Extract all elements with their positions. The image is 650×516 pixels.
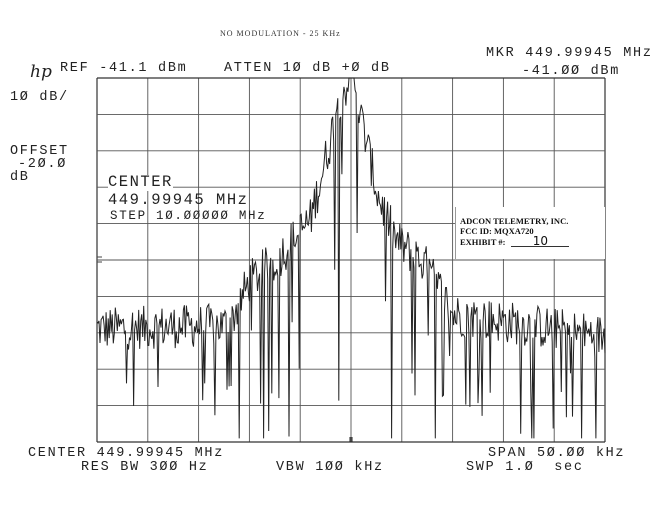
exhibit-number: 10 — [511, 235, 570, 247]
plot-title: NO MODULATION - 25 KHz — [220, 29, 341, 38]
hp-logo: hp — [30, 62, 52, 82]
offset-value: -2Ø.Ø — [18, 157, 68, 172]
exhibit-number-label: EXHIBIT #: — [460, 237, 506, 247]
scale-per-division: 1Ø dB/ — [10, 90, 69, 105]
footer-res-bw: RES BW 3ØØ Hz — [81, 460, 209, 475]
marker-frequency: MKR 449.99945 MHz — [486, 46, 650, 61]
overlay-center-label: CENTER — [108, 173, 173, 191]
graticule — [96, 77, 606, 443]
reference-level: REF -41.1 dBm — [60, 61, 188, 76]
footer-center: CENTER 449.99945 MHz — [28, 446, 225, 461]
overlay-step: STEP 1Ø.ØØØØØ MHz — [110, 209, 267, 223]
exhibit-fcc-id: FCC ID: MQXA720 — [460, 226, 534, 236]
attenuation: ATTEN 1Ø dB +Ø dB — [224, 61, 391, 76]
exhibit-label-box: ADCON TELEMETRY, INC. FCC ID: MQXA720 EX… — [455, 207, 605, 259]
footer-span: SPAN 5Ø.ØØ kHz — [488, 446, 626, 461]
exhibit-company: ADCON TELEMETRY, INC. — [460, 216, 569, 226]
footer-vbw: VBW 1ØØ kHz — [276, 460, 384, 475]
marker-level: -41.ØØ dBm — [522, 64, 621, 79]
marker-ticks — [97, 256, 353, 442]
offset-unit: dB — [10, 170, 30, 185]
footer-sweep: SWP 1.Ø sec — [466, 460, 584, 475]
overlay-center-value: 449.99945 MHz — [108, 191, 249, 209]
offset-label: OFFSET — [10, 144, 69, 159]
spectrum-trace — [96, 77, 606, 439]
